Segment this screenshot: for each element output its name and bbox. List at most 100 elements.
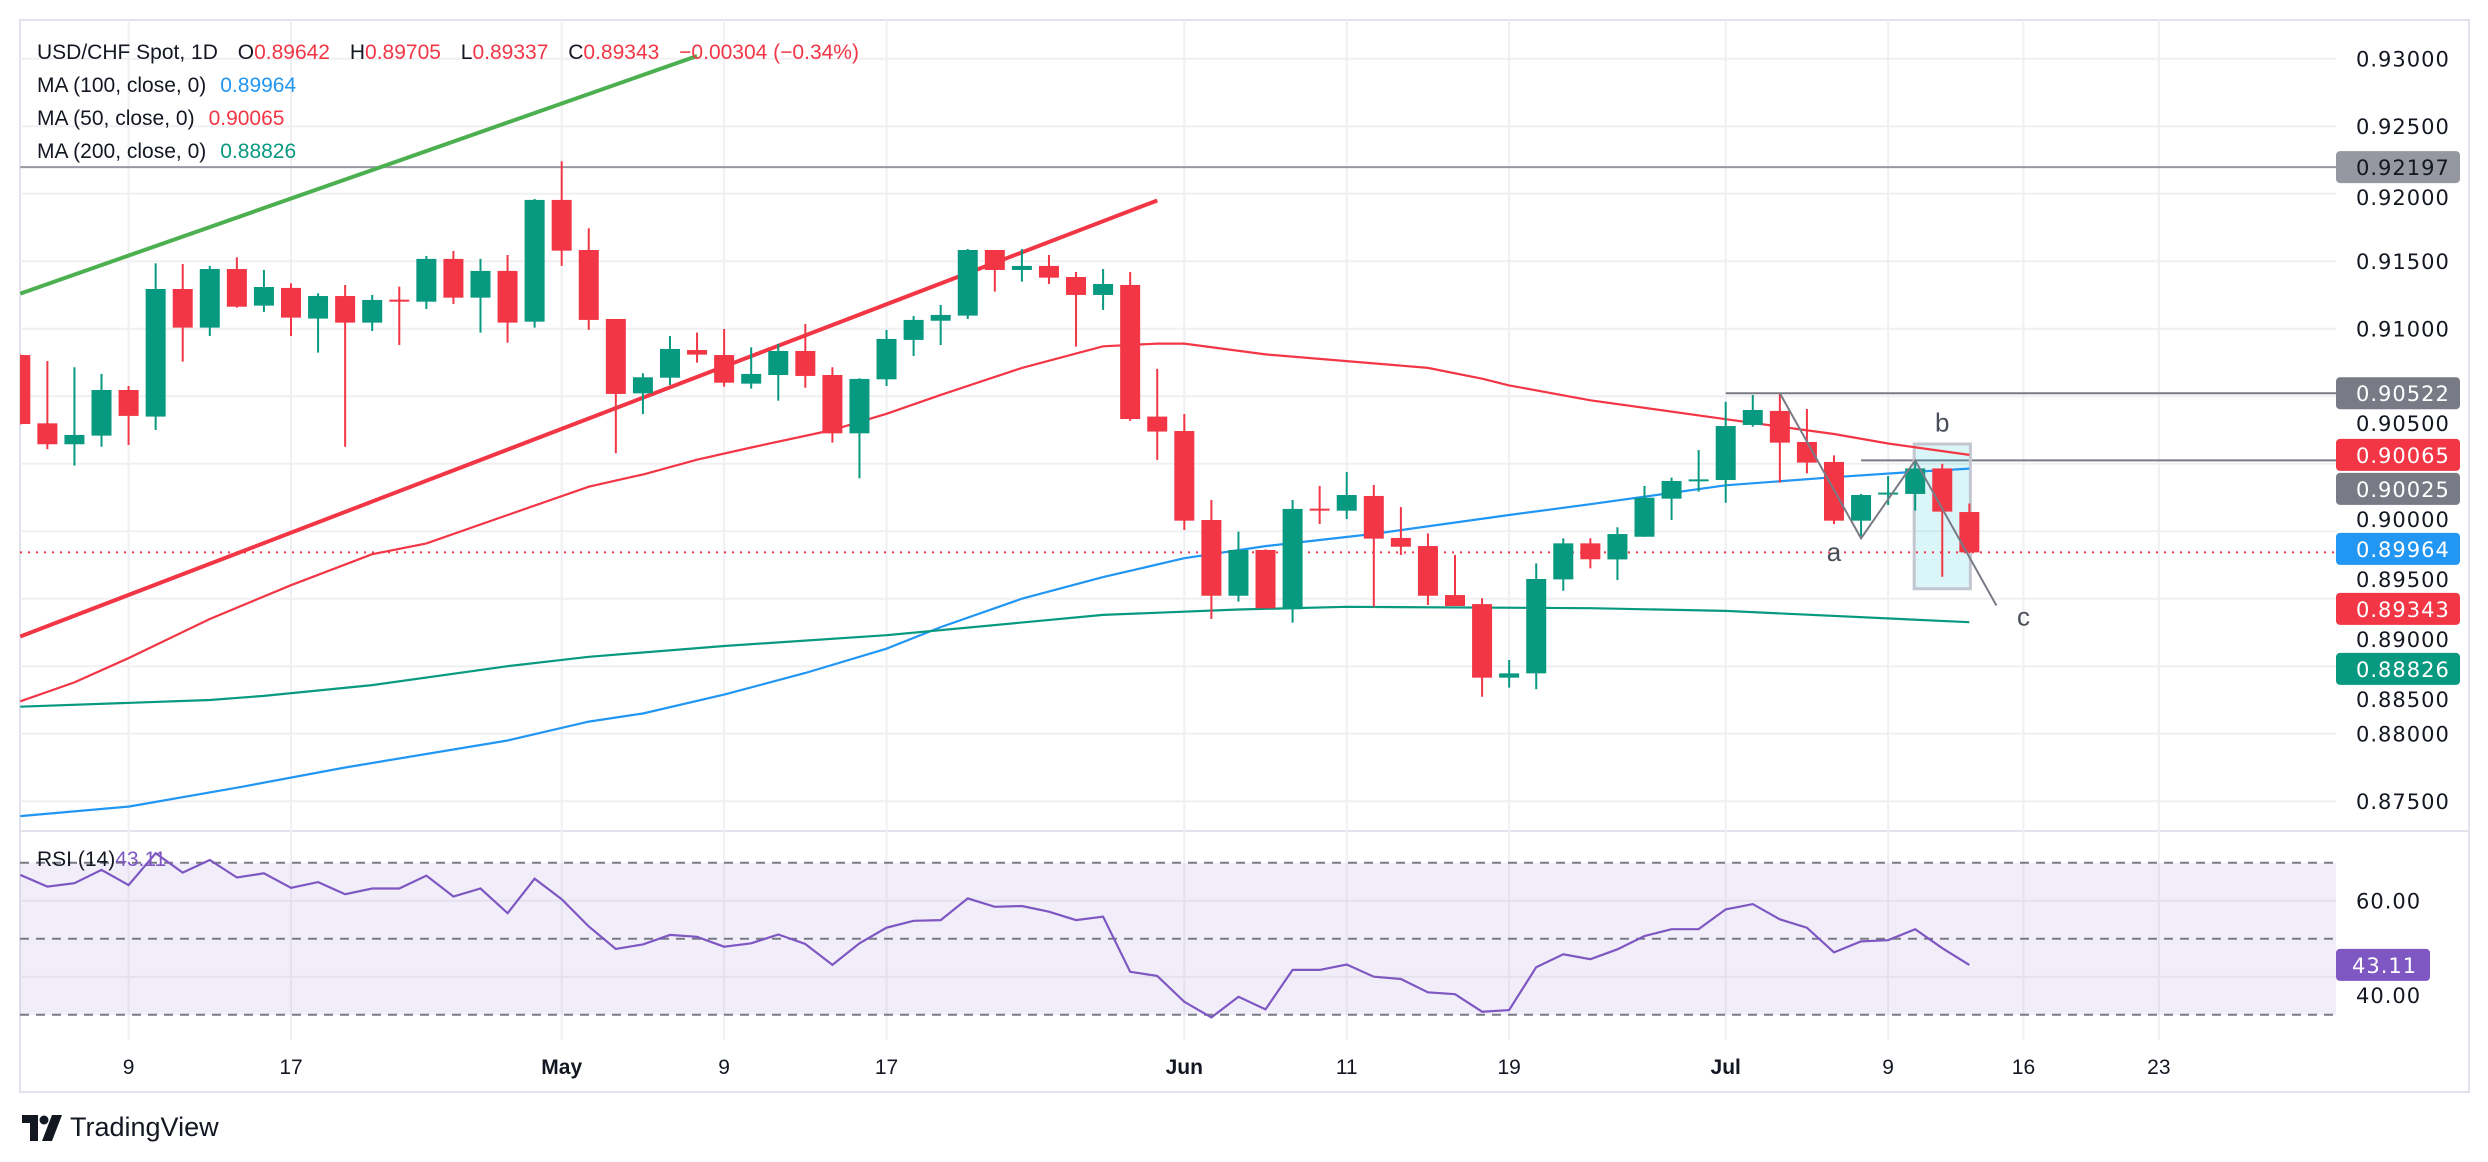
close-label: C bbox=[568, 41, 584, 64]
rsi-label: RSI (14) bbox=[37, 848, 116, 871]
candle[interactable] bbox=[145, 263, 166, 430]
candle[interactable] bbox=[1851, 493, 1872, 539]
tradingview-logo[interactable]: TradingView bbox=[22, 1112, 219, 1143]
candle[interactable] bbox=[1445, 554, 1466, 606]
candle[interactable] bbox=[1634, 485, 1655, 537]
wave-abc-line[interactable] bbox=[1778, 392, 1998, 606]
candle[interactable] bbox=[416, 255, 437, 309]
candle[interactable] bbox=[389, 286, 410, 346]
candle[interactable] bbox=[930, 304, 951, 346]
candle[interactable] bbox=[714, 328, 735, 387]
candle[interactable] bbox=[443, 250, 464, 304]
candle[interactable] bbox=[1417, 533, 1438, 606]
candle[interactable] bbox=[37, 360, 58, 450]
candle[interactable] bbox=[849, 378, 870, 479]
candle[interactable] bbox=[1093, 269, 1114, 310]
price-tick-label: 0.92500 bbox=[2356, 115, 2450, 139]
candle[interactable] bbox=[687, 332, 708, 363]
candle[interactable] bbox=[1607, 527, 1628, 581]
candle[interactable] bbox=[470, 258, 491, 333]
candle[interactable] bbox=[1147, 368, 1168, 460]
candle[interactable] bbox=[741, 347, 762, 389]
ma50-legend[interactable]: MA (50, close, 0) 0.90065 bbox=[37, 102, 859, 135]
candle[interactable] bbox=[91, 373, 112, 447]
time-axis[interactable]: 9 17 May 9 17 Jun 11 19 Jul 9 16 23 bbox=[123, 1056, 2171, 1079]
ma200-legend[interactable]: MA (200, close, 0) 0.88826 bbox=[37, 135, 859, 168]
candle[interactable] bbox=[10, 354, 31, 425]
candle[interactable] bbox=[226, 257, 247, 308]
candle[interactable] bbox=[1742, 394, 1763, 427]
candle[interactable] bbox=[281, 283, 301, 336]
candle[interactable] bbox=[1959, 503, 1980, 554]
ma50-line[interactable] bbox=[20, 342, 1970, 703]
price-badge-bg bbox=[2336, 532, 2460, 565]
candle[interactable] bbox=[497, 254, 518, 343]
candle[interactable] bbox=[1120, 272, 1141, 421]
candle[interactable] bbox=[335, 284, 356, 447]
rsi-tick-label: 40.00 bbox=[2356, 984, 2421, 1008]
candle[interactable] bbox=[1526, 563, 1547, 690]
candle[interactable] bbox=[1472, 598, 1493, 697]
candle[interactable] bbox=[1011, 249, 1032, 282]
candle[interactable] bbox=[1309, 485, 1330, 525]
rsi-line[interactable] bbox=[20, 851, 1970, 1019]
candle[interactable] bbox=[984, 249, 1005, 292]
candle[interactable] bbox=[172, 264, 193, 362]
symbol-title[interactable]: USD/CHF Spot, 1D bbox=[37, 41, 218, 64]
candle[interactable] bbox=[632, 373, 653, 415]
price-badge: 0.89343 bbox=[2336, 592, 2460, 625]
candle[interactable] bbox=[1336, 472, 1357, 520]
candle[interactable] bbox=[1282, 500, 1303, 623]
candle[interactable] bbox=[524, 198, 545, 328]
wave-label-c: c bbox=[2017, 602, 2030, 632]
candle[interactable] bbox=[605, 318, 626, 454]
time-tick-label: 11 bbox=[1336, 1056, 1358, 1079]
candle[interactable] bbox=[1661, 477, 1682, 520]
price-axis[interactable]: 0.93000 0.92500 0.92197 0.92000 0.91500 0.910… bbox=[2336, 48, 2460, 1008]
candle[interactable] bbox=[1499, 659, 1520, 688]
candle-body bbox=[741, 373, 762, 384]
candle[interactable] bbox=[1390, 507, 1411, 555]
candle[interactable] bbox=[1201, 500, 1222, 619]
price-tick-label: 0.89000 bbox=[2356, 628, 2450, 652]
ma100-legend[interactable]: MA (100, close, 0) 0.89964 bbox=[37, 69, 859, 102]
ma200-line[interactable] bbox=[20, 605, 1970, 708]
candle[interactable] bbox=[253, 269, 274, 312]
candle[interactable] bbox=[551, 161, 572, 266]
candle[interactable] bbox=[957, 249, 978, 319]
candle[interactable] bbox=[1174, 414, 1195, 530]
candle[interactable] bbox=[1228, 531, 1249, 602]
candle[interactable] bbox=[1553, 538, 1574, 591]
candle[interactable] bbox=[362, 294, 383, 331]
candle[interactable] bbox=[1066, 272, 1087, 347]
green-trendline[interactable] bbox=[20, 54, 698, 296]
candle[interactable] bbox=[659, 335, 680, 385]
candle[interactable] bbox=[822, 367, 843, 443]
rsi-legend[interactable]: RSI (14)43.11 bbox=[37, 848, 166, 872]
candle[interactable] bbox=[64, 367, 85, 466]
candle[interactable] bbox=[1688, 450, 1709, 492]
candle-body bbox=[930, 314, 951, 321]
candle[interactable] bbox=[1905, 460, 1926, 511]
candle-body bbox=[1688, 479, 1709, 482]
candle[interactable] bbox=[1580, 538, 1601, 569]
candle[interactable] bbox=[795, 323, 816, 388]
candle-body bbox=[1959, 512, 1980, 553]
candle[interactable] bbox=[768, 343, 789, 401]
candle[interactable] bbox=[1769, 393, 1790, 483]
candle[interactable] bbox=[1363, 485, 1384, 607]
candle[interactable] bbox=[903, 316, 924, 356]
candle[interactable] bbox=[118, 385, 139, 445]
candle-body bbox=[1661, 480, 1682, 499]
candle[interactable] bbox=[578, 228, 599, 330]
candle-body bbox=[91, 389, 112, 436]
ma100-line[interactable] bbox=[20, 467, 1970, 818]
candle[interactable] bbox=[876, 329, 897, 386]
candle[interactable] bbox=[199, 265, 220, 336]
candle[interactable] bbox=[1715, 401, 1736, 503]
candle[interactable] bbox=[1038, 254, 1059, 285]
candle-body bbox=[1147, 416, 1168, 432]
candle[interactable] bbox=[1255, 549, 1276, 609]
candle[interactable] bbox=[308, 293, 329, 353]
